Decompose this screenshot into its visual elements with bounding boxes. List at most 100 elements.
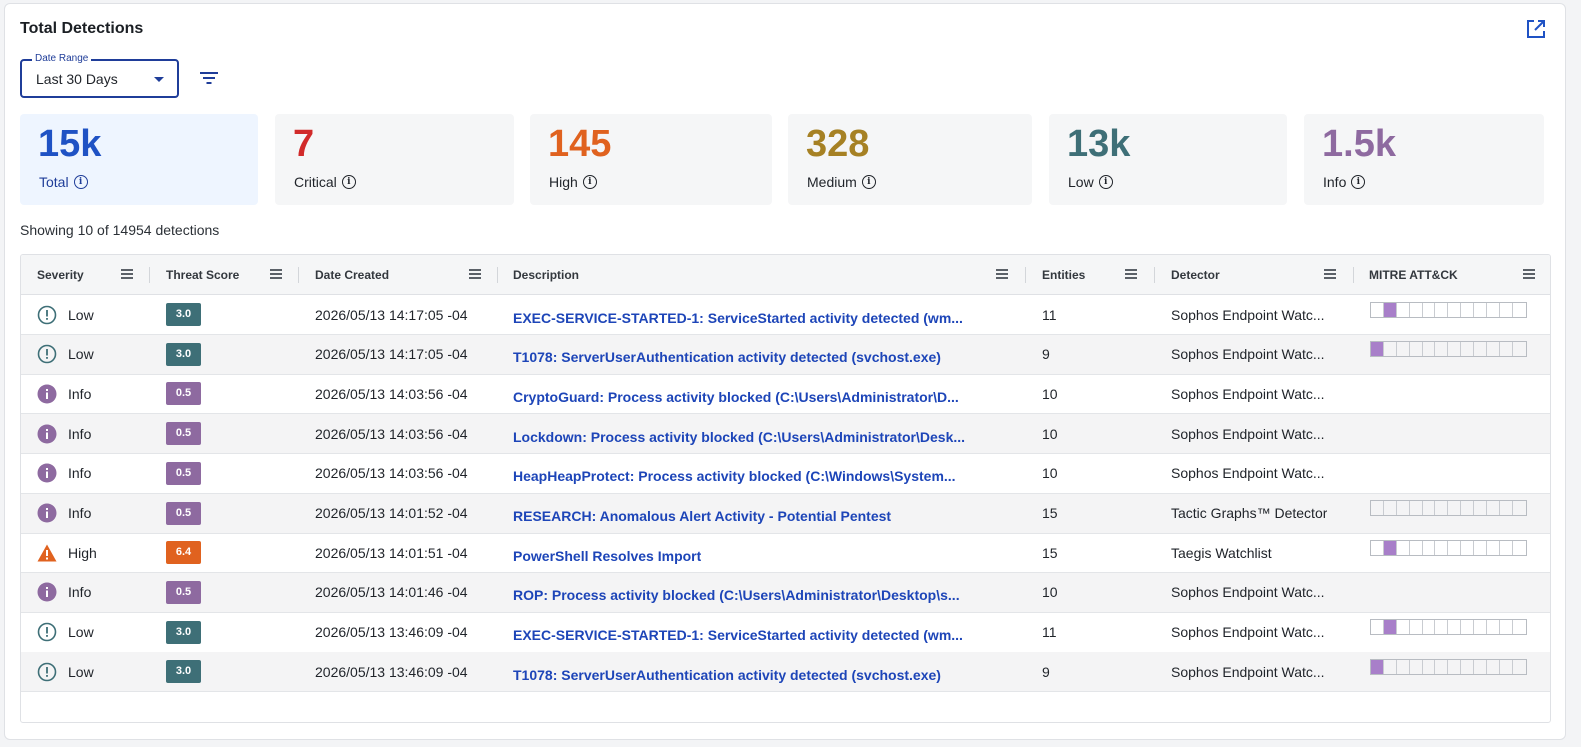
description-cell: PowerShell Resolves Import [513, 536, 701, 575]
mitre-tactic-strip[interactable] [1370, 619, 1527, 636]
summary-card-low[interactable]: 13k Low i [1049, 114, 1287, 205]
description-link[interactable]: T1078: ServerUserAuthentication activity… [513, 349, 941, 366]
mitre-cell [1370, 330, 1527, 369]
info-icon[interactable]: i [1351, 175, 1366, 189]
mitre-tactic-strip[interactable] [1370, 539, 1527, 556]
table-row[interactable]: Info 0.5 2026/05/13 14:03:56 -04 HeapHeapPr… [21, 454, 1550, 494]
mitre-tactic-box [1461, 540, 1475, 555]
column-header-date-created[interactable]: Date Created [315, 268, 390, 282]
column-separator[interactable] [1025, 267, 1026, 283]
column-separator[interactable] [298, 267, 299, 283]
info-icon[interactable]: i [582, 175, 597, 189]
mitre-tactic-box [1513, 541, 1526, 555]
description-link[interactable]: HeapHeapProtect: Process activity blocke… [513, 468, 956, 485]
summary-card-critical[interactable]: 7 Critical i [275, 114, 514, 205]
column-menu-icon[interactable] [1125, 269, 1137, 279]
table-row[interactable]: Low 3.0 2026/05/13 13:46:09 -04 EXEC-SERVIC… [21, 613, 1550, 653]
column-separator[interactable] [1353, 267, 1354, 283]
threat-score-cell: 3.0 [166, 335, 201, 374]
table-row[interactable]: Low 3.0 2026/05/13 14:17:05 -04 T1078: Serv… [21, 334, 1550, 375]
info-severity-icon [37, 384, 57, 404]
description-link[interactable]: PowerShell Resolves Import [513, 547, 702, 564]
info-icon[interactable]: i [1098, 175, 1113, 189]
summary-card-medium[interactable]: 328 Medium i [788, 114, 1032, 205]
table-row[interactable]: Info 0.5 2026/05/13 14:03:56 -04 CryptoGuar… [21, 374, 1550, 416]
summary-card-total[interactable]: 15k Total i [20, 114, 258, 205]
info-icon[interactable]: i [73, 175, 88, 189]
summary-card-label: High i [549, 174, 597, 190]
severity-cell: Low [37, 652, 94, 691]
mitre-tactic-strip[interactable] [1370, 341, 1527, 358]
column-separator[interactable] [497, 267, 498, 283]
description-link[interactable]: EXEC-SERVICE-STARTED-1: ServiceStarted a… [513, 627, 963, 644]
mitre-tactic-box [1500, 501, 1513, 515]
mitre-tactic-box [1474, 620, 1488, 635]
description-cell: RESEARCH: Anomalous Alert Activity - Pot… [513, 497, 891, 536]
description-link[interactable]: T1078: ServerUserAuthentication activity… [513, 666, 941, 683]
table-row[interactable]: Low 3.0 2026/05/13 14:17:05 -04 EXEC-SERVIC… [21, 295, 1550, 335]
severity-cell: Info [37, 454, 91, 493]
description-link[interactable]: RESEARCH: Anomalous Alert Activity - Pot… [513, 508, 892, 524]
summary-card-high[interactable]: 145 High i [530, 114, 772, 205]
mitre-tactic-box [1435, 659, 1449, 674]
table-row[interactable]: Info 0.5 2026/05/13 14:03:56 -04 Lockdown: … [21, 414, 1550, 455]
table-row[interactable]: Low 3.0 2026/05/13 13:46:09 -04 T1078: Serv… [21, 652, 1550, 693]
entities-cell: 11 [1042, 306, 1057, 323]
mitre-tactic-box [1500, 540, 1513, 555]
summary-card-info[interactable]: 1.5k Info i [1304, 114, 1544, 205]
column-header-entities[interactable]: Entities [1042, 268, 1086, 282]
info-severity-icon [37, 582, 57, 602]
table-header: Severity Threat Score Date Created Descript… [21, 255, 1550, 295]
column-separator[interactable] [149, 267, 150, 283]
detector-cell: Sophos Endpoint Watc... [1171, 624, 1325, 641]
entities-cell: 10 [1042, 465, 1058, 482]
table-row[interactable]: High 6.4 2026/05/13 14:01:51 -04 PowerShell… [21, 533, 1550, 575]
date-range-select[interactable]: Date Range Last 30 Days [20, 53, 179, 98]
mitre-tactic-box [1423, 342, 1436, 357]
mitre-tactic-box [1487, 620, 1500, 635]
column-menu-icon[interactable] [121, 269, 133, 279]
mitre-tactic-strip[interactable] [1370, 301, 1527, 318]
description-cell: CryptoGuard: Process activity blocked (C… [513, 377, 959, 416]
table-row[interactable]: Info 0.5 2026/05/13 14:01:46 -04 ROP: Proce… [21, 572, 1550, 613]
description-link[interactable]: ROP: Process activity blocked (C:\Users\… [513, 587, 960, 604]
description-link[interactable]: Lockdown: Process activity blocked (C:\U… [513, 428, 966, 445]
info-icon[interactable]: i [341, 175, 356, 189]
column-menu-icon[interactable] [996, 269, 1008, 279]
mitre-tactic-strip[interactable] [1370, 658, 1527, 675]
column-header-detector[interactable]: Detector [1171, 268, 1220, 282]
open-external-icon[interactable] [1525, 18, 1547, 40]
info-severity-icon [37, 463, 57, 483]
column-menu-icon[interactable] [1523, 269, 1535, 279]
severity-label: Low [68, 346, 94, 363]
mitre-cell [1370, 647, 1527, 686]
mitre-tactic-box [1474, 302, 1488, 317]
info-icon[interactable]: i [861, 175, 876, 189]
entities-cell: 10 [1042, 425, 1058, 442]
detector-cell: Sophos Endpoint Watc... [1171, 465, 1325, 482]
summary-card-label-text: Low [1068, 174, 1094, 190]
detector-cell: Sophos Endpoint Watc... [1171, 663, 1325, 680]
column-menu-icon[interactable] [1324, 269, 1336, 279]
description-link[interactable]: CryptoGuard: Process activity blocked (C… [513, 388, 959, 405]
mitre-tactic-box [1461, 659, 1475, 674]
column-separator[interactable] [1154, 267, 1155, 283]
table-row[interactable]: Info 0.5 2026/05/13 14:01:52 -04 RESEARCH: … [21, 493, 1550, 536]
description-link[interactable]: EXEC-SERVICE-STARTED-1: ServiceStarted a… [513, 309, 963, 326]
severity-label: Low [68, 663, 94, 680]
filter-icon[interactable] [199, 70, 219, 86]
threat-score-badge: 0.5 [166, 461, 201, 485]
column-header-threat-score[interactable]: Threat Score [166, 268, 240, 282]
column-menu-icon[interactable] [270, 269, 282, 279]
date-range-label: Date Range [32, 53, 92, 65]
column-menu-icon[interactable] [469, 269, 481, 279]
column-header-severity[interactable]: Severity [37, 268, 84, 282]
mitre-tactic-strip[interactable] [1370, 500, 1527, 516]
total-detections-panel: Total Detections Date Range Last 30 Days… [4, 3, 1566, 740]
severity-label: Info [68, 465, 92, 482]
column-header-description[interactable]: Description [513, 268, 580, 282]
entities-cell: 11 [1042, 624, 1057, 641]
entities-cell: 9 [1042, 346, 1050, 363]
column-header-mitre-att-ck[interactable]: MITRE ATT&CK [1369, 268, 1458, 282]
threat-score-badge: 3.0 [166, 303, 201, 326]
